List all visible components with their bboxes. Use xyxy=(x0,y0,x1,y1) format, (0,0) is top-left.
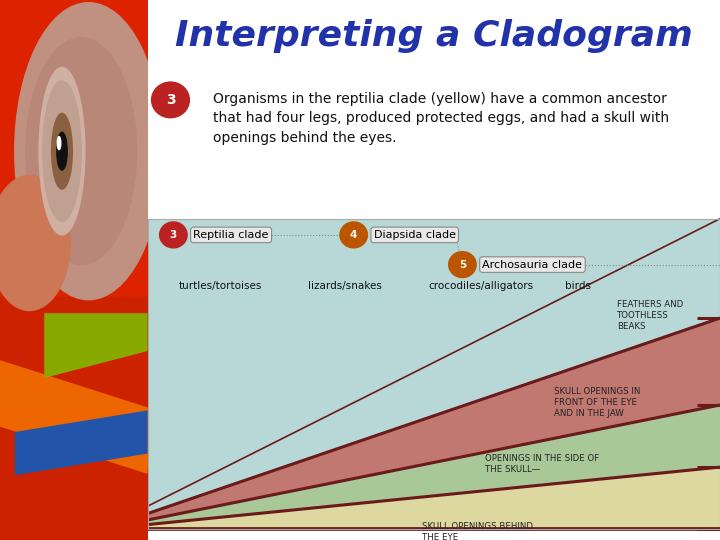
Text: OPENINGS IN THE SIDE OF
THE SKULL—: OPENINGS IN THE SIDE OF THE SKULL— xyxy=(485,454,600,475)
Text: turtles/tortoises: turtles/tortoises xyxy=(179,281,263,291)
Text: 5: 5 xyxy=(459,260,466,269)
Circle shape xyxy=(160,222,187,248)
Text: 4: 4 xyxy=(350,230,357,240)
Circle shape xyxy=(57,132,67,170)
Text: 3: 3 xyxy=(166,93,175,107)
Ellipse shape xyxy=(14,3,162,300)
Bar xyxy=(0,356,148,473)
Text: Diapsida clade: Diapsida clade xyxy=(374,230,456,240)
Circle shape xyxy=(152,82,189,118)
Ellipse shape xyxy=(0,176,70,310)
Text: birds: birds xyxy=(565,281,591,291)
Text: Archosauria clade: Archosauria clade xyxy=(482,260,582,269)
Circle shape xyxy=(340,222,367,248)
Text: SKULL OPENINGS IN
FRONT OF THE EYE
AND IN THE JAW: SKULL OPENINGS IN FRONT OF THE EYE AND I… xyxy=(554,387,640,418)
Text: SKULL OPENINGS BEHIND
THE EYE: SKULL OPENINGS BEHIND THE EYE xyxy=(423,522,534,540)
Ellipse shape xyxy=(26,38,137,265)
Bar xyxy=(0,0,148,297)
Text: crocodiles/alligators: crocodiles/alligators xyxy=(428,281,534,291)
Polygon shape xyxy=(148,318,720,520)
Bar xyxy=(0,297,148,540)
Bar xyxy=(148,219,720,529)
Text: Interpreting a Cladogram: Interpreting a Cladogram xyxy=(175,19,693,53)
Polygon shape xyxy=(44,313,148,378)
Circle shape xyxy=(39,68,85,235)
Text: Reptilia clade: Reptilia clade xyxy=(194,230,269,240)
Bar xyxy=(148,219,720,529)
Text: 3: 3 xyxy=(170,230,177,240)
Text: Organisms in the reptilia clade (yellow) have a common ancestor
that had four le: Organisms in the reptilia clade (yellow)… xyxy=(213,92,670,145)
Text: FEATHERS AND
TOOTHLESS
BEAKS: FEATHERS AND TOOTHLESS BEAKS xyxy=(617,300,683,331)
Bar xyxy=(148,219,720,529)
Polygon shape xyxy=(148,405,720,524)
Bar xyxy=(0,313,148,540)
Circle shape xyxy=(52,113,72,189)
Circle shape xyxy=(58,137,60,150)
Polygon shape xyxy=(148,467,720,529)
Circle shape xyxy=(42,81,81,221)
Circle shape xyxy=(449,252,476,278)
Polygon shape xyxy=(14,410,148,475)
Text: lizards/snakes: lizards/snakes xyxy=(308,281,382,291)
